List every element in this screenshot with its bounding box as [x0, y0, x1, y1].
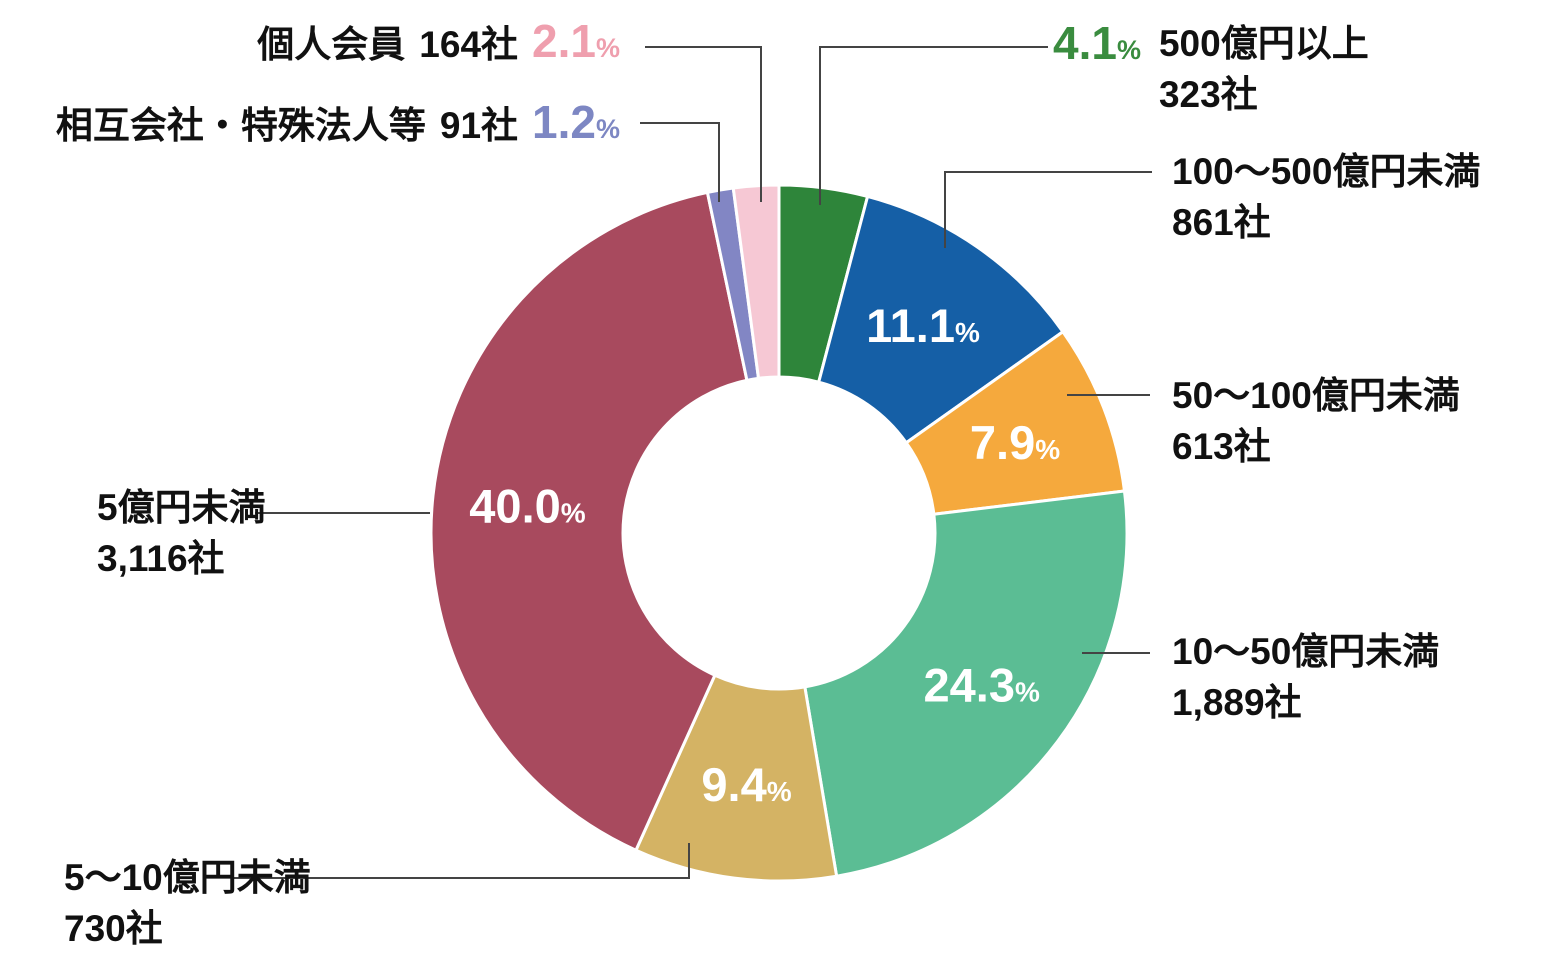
donut-slice-1: [817, 194, 1065, 445]
segment-label: 500億円以上: [1158, 23, 1369, 64]
slice-percent-label: 7.9%: [970, 416, 1060, 469]
percent-value: 1.2: [532, 96, 596, 148]
percent-sign: %: [595, 33, 620, 63]
donut-slice-7: [731, 183, 781, 380]
callout-label-mutual-companies: 相互会社・特殊法人等 91社 1.2%: [0, 99, 620, 145]
label-stack: 5〜10億円未満 730社: [64, 852, 311, 954]
percent-value: 4.1: [1053, 17, 1117, 69]
callout-line-segment-4: [233, 843, 690, 879]
segment-label: 50〜100億円未満: [1172, 375, 1460, 416]
callout-label-10-50b: 10〜50億円未満 1,889社: [1172, 626, 1439, 728]
percent-sign: %: [1116, 35, 1141, 65]
segment-label: 10〜50億円未満: [1172, 631, 1440, 672]
callout-line-segment-1: [944, 171, 1152, 248]
segment-count: 613社: [1172, 426, 1271, 467]
segment-count: 3,116社: [97, 538, 225, 579]
segment-percent: 4.1%: [1053, 18, 1141, 80]
segment-label: 100〜500億円未満: [1172, 151, 1481, 192]
slice-percent-label: 40.0%: [469, 480, 585, 533]
donut-slice-3: [803, 489, 1129, 878]
slice-percent-label: 9.4%: [701, 758, 791, 811]
label-stack: 100〜500億円未満 861社: [1172, 146, 1480, 248]
label-stack: 5億円未満 3,116社: [97, 482, 266, 584]
callout-line-segment-6: [640, 122, 720, 202]
callout-label-100-500b: 100〜500億円未満 861社: [1172, 146, 1480, 248]
segment-percent: 1.2%: [532, 99, 620, 145]
label-stack: 500億円以上 323社: [1159, 18, 1369, 120]
callout-line-segment-0: [819, 46, 1048, 205]
percent-sign: %: [595, 114, 620, 144]
segment-count: 861社: [1172, 202, 1271, 243]
segment-count: 91社: [439, 105, 519, 146]
callout-label-50-100b: 50〜100億円未満 613社: [1172, 370, 1460, 472]
segment-count: 730社: [64, 908, 163, 949]
segment-label: 相互会社・特殊法人等: [55, 105, 426, 146]
callout-line-segment-7: [645, 46, 762, 202]
segment-label: 5億円未満: [97, 487, 266, 528]
segment-percent: 2.1%: [532, 18, 620, 64]
label-stack: 10〜50億円未満 1,889社: [1172, 626, 1439, 728]
segment-label: 個人会員: [257, 24, 406, 65]
label-stack: 50〜100億円未満 613社: [1172, 370, 1460, 472]
slice-percent-label: 24.3%: [924, 659, 1040, 712]
segment-count: 1,889社: [1172, 682, 1302, 723]
segment-count: 323社: [1158, 74, 1258, 115]
percent-value: 2.1: [532, 15, 596, 67]
donut-slice-5: [429, 190, 749, 852]
callout-label-personal-members: 個人会員 164社 2.1%: [0, 18, 620, 64]
callout-label-5-10b: 5〜10億円未満 730社: [64, 852, 311, 954]
segment-label: 5〜10億円未満: [64, 857, 311, 898]
callout-label-under-5b: 5億円未満 3,116社: [97, 482, 266, 584]
donut-slice-4: [634, 673, 839, 883]
slice-percent-label: 11.1%: [866, 299, 980, 352]
segment-count: 164社: [419, 24, 519, 65]
callout-label-over-500b: 4.1% 500億円以上 323社: [1053, 18, 1369, 120]
